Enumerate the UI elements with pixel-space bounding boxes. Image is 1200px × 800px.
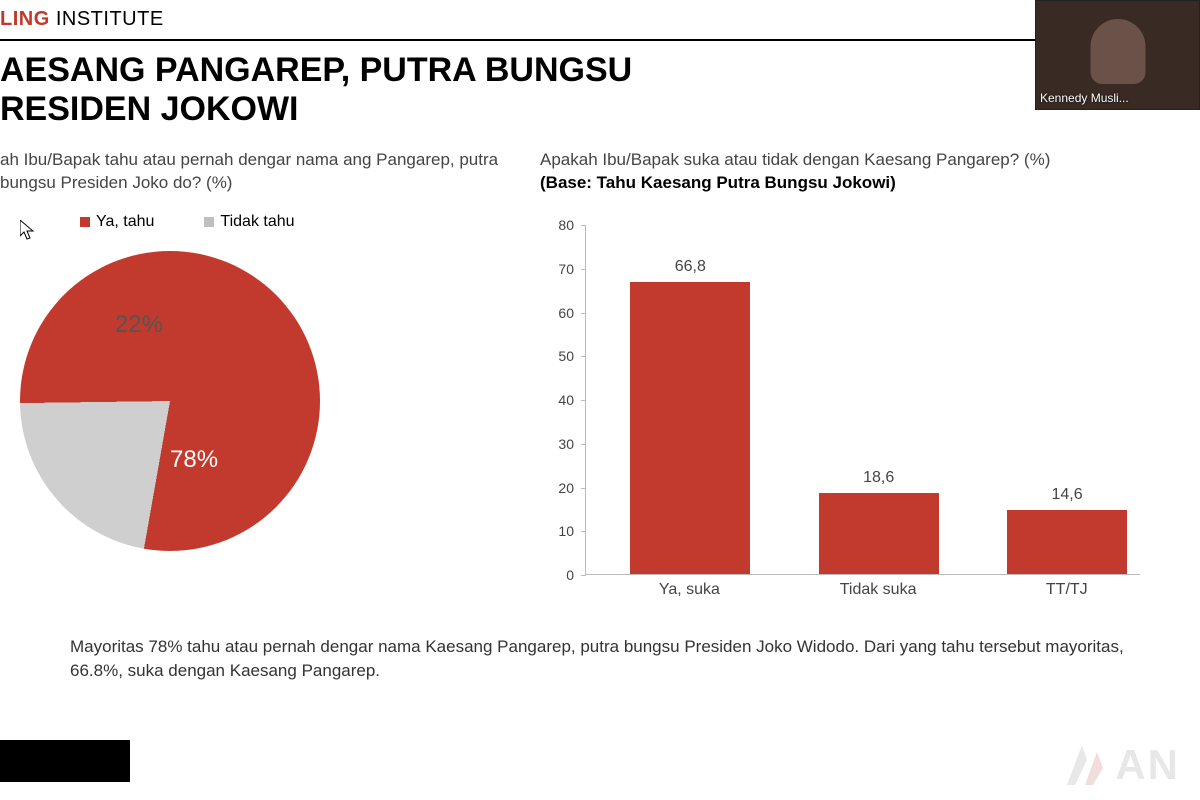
brand-part2: INSTITUTE [50,8,164,30]
legend-item: Ya, tahu [80,213,154,231]
x-axis-label: Tidak suka [818,581,938,599]
y-tick-label: 70 [558,261,574,277]
y-tick-label: 80 [558,217,574,233]
y-tickmark [581,444,586,445]
y-axis: 01020304050607080 [540,225,580,575]
y-tick-label: 60 [558,305,574,321]
y-tickmark [581,488,586,489]
y-tickmark [581,356,586,357]
y-tick-label: 20 [558,480,574,496]
y-tickmark [581,531,586,532]
content-row: ah Ibu/Bapak tahu atau pernah dengar nam… [0,149,1200,605]
legend-label: Ya, tahu [96,213,154,231]
brand-part1: LING [0,8,50,30]
bar: 14,6 [1007,510,1127,574]
pie-body [20,251,320,551]
y-tickmark [581,225,586,226]
y-tick-label: 30 [558,436,574,452]
legend-swatch [80,217,90,227]
brand: LING INSTITUTE [0,8,164,31]
pie-legend: Ya, tahu Tidak tahu [0,213,500,231]
bar-chart: 01020304050607080 66,818,614,6 Ya, sukaT… [540,225,1140,605]
legend-item: Tidak tahu [204,213,294,231]
pie-chart: 78% 22% [20,251,320,551]
plot-area: 66,8 18,6 14,6 [585,225,1140,575]
pie-slice-label: 78% [170,446,218,474]
bar-value-label: 14,6 [1007,486,1127,504]
header-bar: LING INSTITUTE [0,0,1160,41]
y-tickmark [581,269,586,270]
bar-value-label: 66,8 [630,258,750,276]
left-question: ah Ibu/Bapak tahu atau pernah dengar nam… [0,149,500,195]
right-question: Apakah Ibu/Bapak suka atau tidak dengan … [540,149,1160,195]
title-line1: AESANG PANGAREP, PUTRA BUNGSU [0,51,632,89]
y-tick-label: 40 [558,392,574,408]
legend-label: Tidak tahu [220,213,294,231]
y-tick-label: 10 [558,523,574,539]
y-tick-label: 50 [558,348,574,364]
x-axis-label: Ya, suka [629,581,749,599]
title-line2: RESIDEN JOKOWI [0,90,298,128]
watermark-text: AN [1115,741,1180,789]
watermark: AN [1057,740,1180,790]
x-axis-labels: Ya, suka Tidak suka TT/TJ [585,575,1140,605]
y-tickmark [581,313,586,314]
black-overlay-box [0,740,130,782]
pie-slice-label: 22% [115,311,163,339]
right-question-plain: Apakah Ibu/Bapak suka atau tidak dengan … [540,150,1050,169]
webcam-person [1090,19,1145,84]
legend-swatch [204,217,214,227]
right-question-bold: (Base: Tahu Kaesang Putra Bungsu Jokowi) [540,173,896,192]
bar: 18,6 [819,493,939,574]
watermark-logo-icon [1057,740,1107,790]
webcam-name: Kennedy Musli... [1040,91,1129,105]
summary-text: Mayoritas 78% tahu atau pernah dengar na… [70,635,1160,683]
x-axis-label: TT/TJ [1007,581,1127,599]
right-column: Apakah Ibu/Bapak suka atau tidak dengan … [540,149,1200,605]
bar: 66,8 [630,282,750,574]
y-tick-label: 0 [566,567,574,583]
y-tickmark [581,400,586,401]
left-column: ah Ibu/Bapak tahu atau pernah dengar nam… [0,149,500,605]
bar-value-label: 18,6 [819,469,939,487]
page-title: AESANG PANGAREP, PUTRA BUNGSU RESIDEN JO… [0,51,1200,129]
webcam-thumbnail[interactable]: Kennedy Musli... [1035,0,1200,110]
